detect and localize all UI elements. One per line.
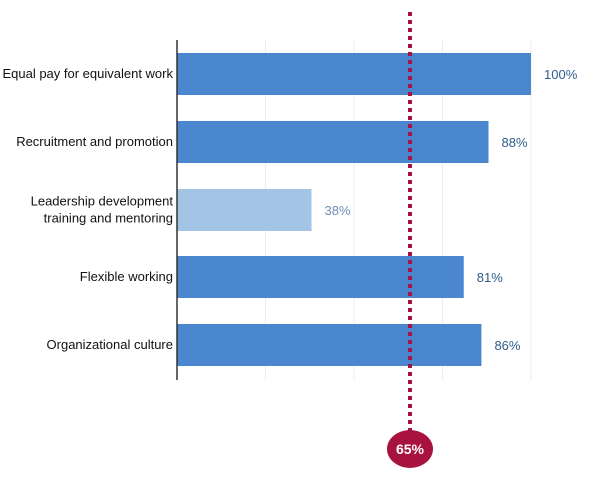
bar: [177, 121, 489, 163]
category-label-line: Organizational culture: [47, 337, 173, 352]
reference-marker: [387, 430, 433, 468]
reference-line-group: 65%: [387, 12, 433, 468]
bars: [177, 53, 531, 366]
category-label-line: Equal pay for equivalent work: [2, 66, 173, 81]
category-label: Recruitment and promotion: [16, 134, 173, 149]
value-label: 86%: [494, 338, 520, 353]
category-labels: Equal pay for equivalent work Recruitment…: [2, 66, 173, 352]
bar: [177, 256, 464, 298]
category-label: Leadership development training and mento…: [31, 194, 174, 226]
category-label: Equal pay for equivalent work: [2, 66, 173, 81]
reference-label: 65%: [396, 441, 425, 457]
value-label: 100%: [544, 67, 578, 82]
category-label: Organizational culture: [47, 337, 173, 352]
category-label-line: Recruitment and promotion: [16, 134, 173, 149]
category-label-line: Flexible working: [80, 269, 173, 284]
category-label-line: Leadership development: [31, 194, 174, 209]
category-label: Flexible working: [80, 269, 173, 284]
value-label: 38%: [325, 203, 351, 218]
value-label: 88%: [502, 135, 528, 150]
bar: [177, 324, 482, 366]
bar: [177, 53, 531, 95]
value-labels: 100% 88% 38% 81% 86%: [325, 67, 578, 353]
category-label-line: training and mentoring: [44, 211, 173, 226]
value-label: 81%: [477, 270, 503, 285]
bar: [177, 189, 312, 231]
